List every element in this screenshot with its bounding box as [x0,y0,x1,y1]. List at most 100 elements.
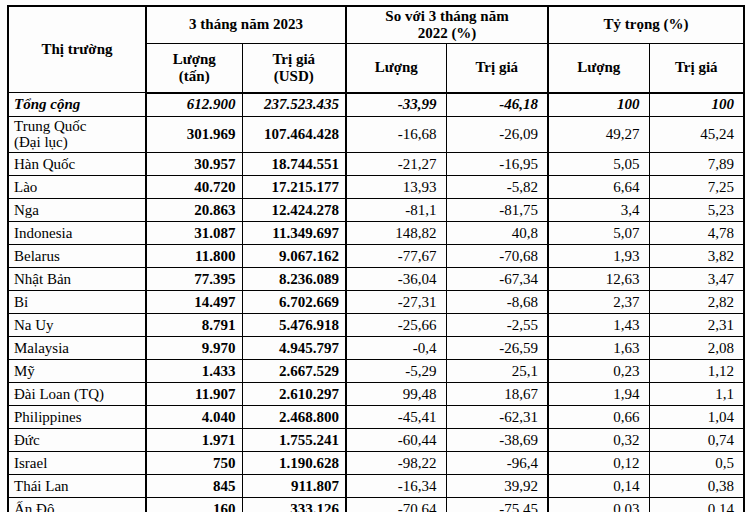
value-change-cell: -70,68 [446,245,548,268]
qty-2023-cell: 301.969 [146,116,242,153]
qty-2023-cell: 845 [146,475,242,498]
value-share-cell: 0,14 [649,498,744,512]
qty-2023-cell: 612.900 [146,93,242,117]
value-share-cell: 45,24 [649,116,744,153]
qty-change-cell: 99,48 [346,383,446,406]
value-2023-cell: 237.523.435 [242,93,346,117]
value-share-cell: 5,23 [649,199,744,222]
value-share-cell: 3,47 [649,268,744,291]
qty-share-cell: 1,93 [548,245,649,268]
value-change-cell: -26,09 [446,116,548,153]
qty-2023-cell: 1.971 [146,429,242,452]
market-cell: Thái Lan [8,475,146,498]
value-change-cell: -62,31 [446,406,548,429]
value-change-cell: -75,45 [446,498,548,512]
trade-table-container: Thị trường 3 tháng năm 2023 So với 3 thá… [0,0,750,512]
qty-2023-cell: 160 [146,498,242,512]
group-header-vs-2022: So với 3 tháng năm 2022 (%) [346,6,548,43]
qty-change-cell: -25,66 [346,314,446,337]
market-cell: Bỉ [8,291,146,314]
subheader-qty-share: Lượng [548,43,649,93]
value-2023-cell: 17.215.177 [242,176,346,199]
market-column-header: Thị trường [8,6,146,93]
value-2023-cell: 5.476.918 [242,314,346,337]
value-share-cell: 1,04 [649,406,744,429]
qty-share-cell: 0,23 [548,360,649,383]
group-header-2023: 3 tháng năm 2023 [146,6,346,43]
table-row: Hàn Quốc30.95718.744.551-21,27-16,955,05… [8,153,744,176]
value-share-cell: 1,1 [649,383,744,406]
value-share-cell: 0,38 [649,475,744,498]
table-row: Ấn Độ160333.126-70,64-75,450,030,14 [8,498,744,512]
market-cell: Na Uy [8,314,146,337]
value-share-cell: 2,08 [649,337,744,360]
qty-2023-cell: 11.800 [146,245,242,268]
value-change-cell: -81,75 [446,199,548,222]
qty-2023-cell: 14.497 [146,291,242,314]
market-cell: Trung Quốc (Đại lục) [8,116,146,153]
table-header: Thị trường 3 tháng năm 2023 So với 3 thá… [8,6,744,93]
market-cell: Ấn Độ [8,498,146,512]
qty-2023-cell: 9.970 [146,337,242,360]
value-2023-cell: 12.424.278 [242,199,346,222]
qty-share-cell: 100 [548,93,649,117]
qty-share-cell: 1,43 [548,314,649,337]
qty-change-cell: -45,41 [346,406,446,429]
header-group-row: Thị trường 3 tháng năm 2023 So với 3 thá… [8,6,744,43]
value-share-cell: 7,89 [649,153,744,176]
qty-share-cell: 0,14 [548,475,649,498]
qty-2023-cell: 11.907 [146,383,242,406]
value-share-cell: 2,31 [649,314,744,337]
qty-change-cell: -36,04 [346,268,446,291]
market-cell: Hàn Quốc [8,153,146,176]
market-cell: Belarus [8,245,146,268]
value-2023-cell: 6.702.669 [242,291,346,314]
value-change-cell: -8,68 [446,291,548,314]
qty-change-cell: -16,34 [346,475,446,498]
qty-change-cell: -70,64 [346,498,446,512]
value-change-cell: -67,34 [446,268,548,291]
table-row: Israel7501.190.628-98,22-96,40,120,5 [8,452,744,475]
value-change-cell: -96,4 [446,452,548,475]
value-share-cell: 4,78 [649,222,744,245]
qty-share-cell: 6,64 [548,176,649,199]
qty-share-cell: 1,94 [548,383,649,406]
table-row: Đài Loan (TQ)11.9072.610.29799,4818,671,… [8,383,744,406]
qty-share-cell: 1,63 [548,337,649,360]
value-2023-cell: 333.126 [242,498,346,512]
qty-share-cell: 0,03 [548,498,649,512]
table-row: Belarus11.8009.067.162-77,67-70,681,933,… [8,245,744,268]
qty-change-cell: -16,68 [346,116,446,153]
table-row: Đức1.9711.755.241-60,44-38,690,320,74 [8,429,744,452]
qty-share-cell: 0,66 [548,406,649,429]
qty-2023-cell: 4.040 [146,406,242,429]
qty-2023-cell: 31.087 [146,222,242,245]
market-cell: Lào [8,176,146,199]
qty-change-cell: 13,93 [346,176,446,199]
qty-share-cell: 3,4 [548,199,649,222]
qty-change-cell: -60,44 [346,429,446,452]
market-cell: Philippines [8,406,146,429]
qty-change-cell: -27,31 [346,291,446,314]
value-change-cell: -16,95 [446,153,548,176]
value-change-cell: -46,18 [446,93,548,117]
qty-change-cell: -33,99 [346,93,446,117]
value-2023-cell: 4.945.797 [242,337,346,360]
qty-change-cell: -81,1 [346,199,446,222]
market-cell: Indonesia [8,222,146,245]
value-share-cell: 7,25 [649,176,744,199]
subheader-value-usd: Trị giá (USD) [242,43,346,93]
market-cell: Nga [8,199,146,222]
qty-2023-cell: 1.433 [146,360,242,383]
value-2023-cell: 8.236.089 [242,268,346,291]
table-row: Thái Lan845911.807-16,3439,920,140,38 [8,475,744,498]
value-change-cell: 39,92 [446,475,548,498]
value-share-cell: 100 [649,93,744,117]
table-row: Lào40.72017.215.17713,93-5,826,647,25 [8,176,744,199]
qty-2023-cell: 30.957 [146,153,242,176]
market-cell: Nhật Bản [8,268,146,291]
table-row: Na Uy8.7915.476.918-25,66-2,551,432,31 [8,314,744,337]
market-cell: Tổng cộng [8,93,146,117]
qty-share-cell: 12,63 [548,268,649,291]
qty-change-cell: -77,67 [346,245,446,268]
